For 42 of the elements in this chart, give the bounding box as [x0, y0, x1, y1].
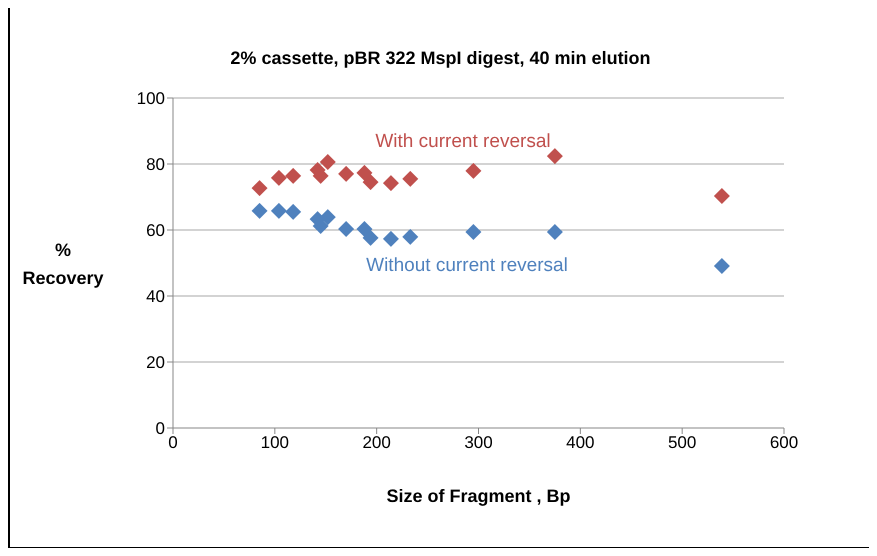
point — [465, 224, 482, 240]
x-tick-label: 300 — [464, 433, 493, 452]
point — [714, 188, 730, 204]
y-tick-label: 60 — [146, 221, 165, 240]
point — [338, 221, 354, 238]
point — [546, 224, 563, 240]
y-tick-label: 100 — [136, 89, 165, 108]
x-tick-label: 400 — [566, 433, 595, 452]
point — [270, 170, 287, 186]
point — [546, 148, 563, 164]
point — [714, 258, 730, 274]
point — [382, 230, 399, 247]
point — [270, 202, 287, 219]
x-tick-label: 100 — [260, 433, 290, 452]
point — [362, 230, 379, 246]
point — [356, 164, 372, 181]
y-axis-title: % Recovery — [21, 239, 105, 290]
point — [465, 162, 482, 179]
x-tick-label: 500 — [668, 433, 696, 452]
point — [252, 180, 268, 196]
point — [285, 204, 302, 220]
chart-title: 2% cassette, pBR 322 MspI digest, 40 min elution — [229, 48, 652, 69]
x-tick-label: 200 — [362, 433, 391, 452]
point — [402, 228, 418, 245]
series-label: Without current reversal — [365, 255, 569, 277]
point — [320, 154, 336, 170]
y-tick-label: 40 — [146, 287, 165, 306]
x-tick-label: 0 — [168, 433, 178, 452]
series-label: With current reversal — [374, 131, 552, 153]
point — [362, 174, 379, 190]
x-axis-title: Size of Fragment , Bp — [385, 486, 572, 507]
point — [356, 221, 372, 238]
point — [320, 209, 336, 226]
point — [338, 166, 354, 182]
point — [285, 168, 302, 184]
point — [402, 170, 418, 187]
point — [382, 175, 399, 192]
y-tick-label: 20 — [146, 353, 165, 372]
y-tick-label: 0 — [156, 419, 165, 438]
x-tick-label: 600 — [770, 433, 798, 452]
y-tick-label: 80 — [146, 155, 165, 174]
point — [252, 202, 268, 219]
